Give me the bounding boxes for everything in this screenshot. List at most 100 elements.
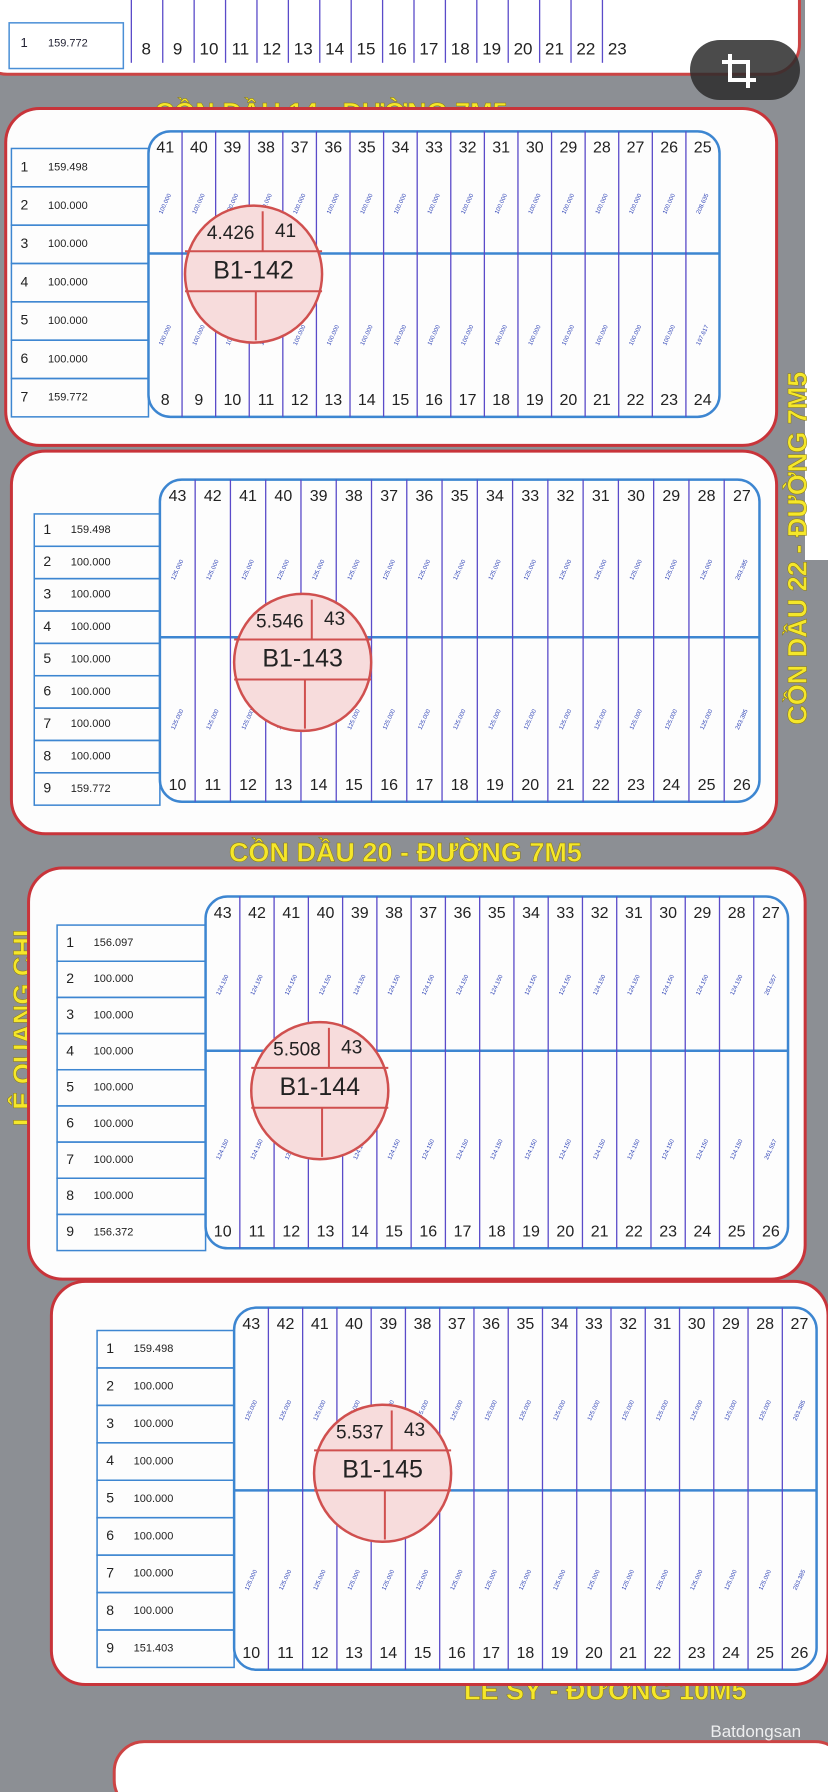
lot-number: 36 bbox=[416, 488, 434, 505]
lot-number: 27 bbox=[791, 1316, 809, 1333]
lot-number: 21 bbox=[545, 40, 564, 59]
lot-number: 15 bbox=[385, 1224, 403, 1241]
lot-number: 4 bbox=[66, 1042, 74, 1058]
watermark: by PropertyGuru bbox=[710, 1745, 776, 1755]
lot-area: 100.000 bbox=[134, 1568, 174, 1580]
lot-number: 14 bbox=[358, 392, 376, 409]
lot-number: 13 bbox=[274, 777, 292, 794]
lot-number: 26 bbox=[733, 777, 751, 794]
lot-number: 38 bbox=[345, 488, 363, 505]
lot-number: 31 bbox=[492, 140, 510, 157]
lot-number: 13 bbox=[345, 1645, 363, 1662]
lot-number: 18 bbox=[516, 1645, 534, 1662]
lot-number: 10 bbox=[200, 40, 219, 59]
lot-number: 37 bbox=[380, 488, 398, 505]
lot-number: 8 bbox=[43, 747, 51, 763]
lot-number: 28 bbox=[593, 140, 611, 157]
lot-number: 1 bbox=[43, 521, 51, 537]
lot-number: 43 bbox=[242, 1316, 260, 1333]
lot-number: 5 bbox=[66, 1079, 74, 1095]
lot-area: 159.772 bbox=[48, 392, 88, 404]
street-name: CỒN DẦU 22 - ĐƯỜNG 7M5 bbox=[782, 372, 813, 725]
lot-number: 27 bbox=[627, 140, 645, 157]
lot-area: 100.000 bbox=[48, 277, 88, 289]
lot-number: 42 bbox=[248, 905, 266, 922]
watermark: Batdongsan bbox=[710, 1722, 801, 1741]
lot-number: 40 bbox=[317, 905, 335, 922]
lot-number: 43 bbox=[214, 905, 232, 922]
lot-area: 100.000 bbox=[94, 1154, 134, 1166]
lot-number: 10 bbox=[214, 1224, 232, 1241]
lot-number: 19 bbox=[551, 1645, 569, 1662]
lot-number: 29 bbox=[662, 488, 680, 505]
lot-number: 20 bbox=[556, 1224, 574, 1241]
lot-number: 27 bbox=[762, 905, 780, 922]
lot-number: 19 bbox=[482, 40, 501, 59]
lot-number: 18 bbox=[451, 40, 470, 59]
lot-number: 16 bbox=[425, 392, 443, 409]
lot-number: 5 bbox=[43, 650, 51, 666]
lot-area: 100.000 bbox=[94, 1046, 134, 1058]
lot-area: 159.772 bbox=[48, 37, 88, 49]
lot-number: 3 bbox=[106, 1415, 114, 1431]
lot-number: 40 bbox=[274, 488, 292, 505]
lot-area: 159.498 bbox=[48, 162, 88, 174]
lot-number: 29 bbox=[693, 905, 711, 922]
lot-number: 2 bbox=[21, 197, 29, 213]
lot-number: 7 bbox=[21, 388, 29, 404]
lot-number: 4 bbox=[43, 618, 51, 634]
lot-area: 100.000 bbox=[94, 1009, 134, 1021]
lot-area: 100.000 bbox=[71, 718, 111, 730]
lot-number: 24 bbox=[693, 1224, 711, 1241]
lot-number: 38 bbox=[385, 905, 403, 922]
lot-number: 11 bbox=[232, 40, 250, 59]
lot-number: 35 bbox=[516, 1316, 534, 1333]
lot-number: 31 bbox=[654, 1316, 672, 1333]
lot-number: 35 bbox=[451, 488, 469, 505]
lot-number: 13 bbox=[294, 40, 313, 59]
lot-number: 33 bbox=[585, 1316, 603, 1333]
lot-number: 41 bbox=[311, 1316, 329, 1333]
lot-number: 19 bbox=[526, 392, 544, 409]
lot-number: 24 bbox=[662, 777, 680, 794]
lot-number: 26 bbox=[791, 1645, 809, 1662]
lot-number: 3 bbox=[66, 1006, 74, 1022]
lot-number: 3 bbox=[21, 235, 29, 251]
left-lot bbox=[96, 1629, 235, 1669]
lot-number: 33 bbox=[521, 488, 539, 505]
lot-number: 8 bbox=[66, 1187, 74, 1203]
lot-number: 15 bbox=[345, 777, 363, 794]
lot-number: 8 bbox=[106, 1602, 114, 1618]
block-code: B1-144 bbox=[279, 1073, 360, 1101]
lot-area: 100.000 bbox=[48, 353, 88, 365]
lot-number: 39 bbox=[379, 1316, 397, 1333]
crop-button[interactable] bbox=[690, 40, 800, 100]
lot-area: 100.000 bbox=[71, 556, 111, 568]
lot-number: 22 bbox=[625, 1224, 643, 1241]
lot-number: 21 bbox=[591, 1224, 609, 1241]
block-lot-count: 43 bbox=[404, 1420, 425, 1441]
lot-number: 21 bbox=[619, 1645, 637, 1662]
block-outline bbox=[27, 866, 807, 1281]
lot-area: 100.000 bbox=[71, 751, 111, 763]
lot-area: 159.498 bbox=[134, 1343, 174, 1355]
lot-number: 27 bbox=[733, 488, 751, 505]
lot-number: 20 bbox=[559, 392, 577, 409]
lot-number: 16 bbox=[448, 1645, 466, 1662]
block-outline bbox=[4, 106, 779, 447]
lot-number: 32 bbox=[619, 1316, 637, 1333]
lot-area: 100.000 bbox=[134, 1455, 174, 1467]
lot-number: 19 bbox=[486, 777, 504, 794]
lot-number: 6 bbox=[66, 1115, 74, 1131]
lot-number: 43 bbox=[169, 488, 187, 505]
lot-number: 14 bbox=[379, 1645, 397, 1662]
lot-number: 20 bbox=[521, 777, 539, 794]
lot-number: 35 bbox=[488, 905, 506, 922]
lot-number: 22 bbox=[654, 1645, 672, 1662]
block-code: B1-145 bbox=[342, 1456, 423, 1484]
left-lot bbox=[56, 1213, 207, 1252]
lot-number: 4 bbox=[106, 1452, 114, 1468]
lot-number: 36 bbox=[324, 140, 342, 157]
